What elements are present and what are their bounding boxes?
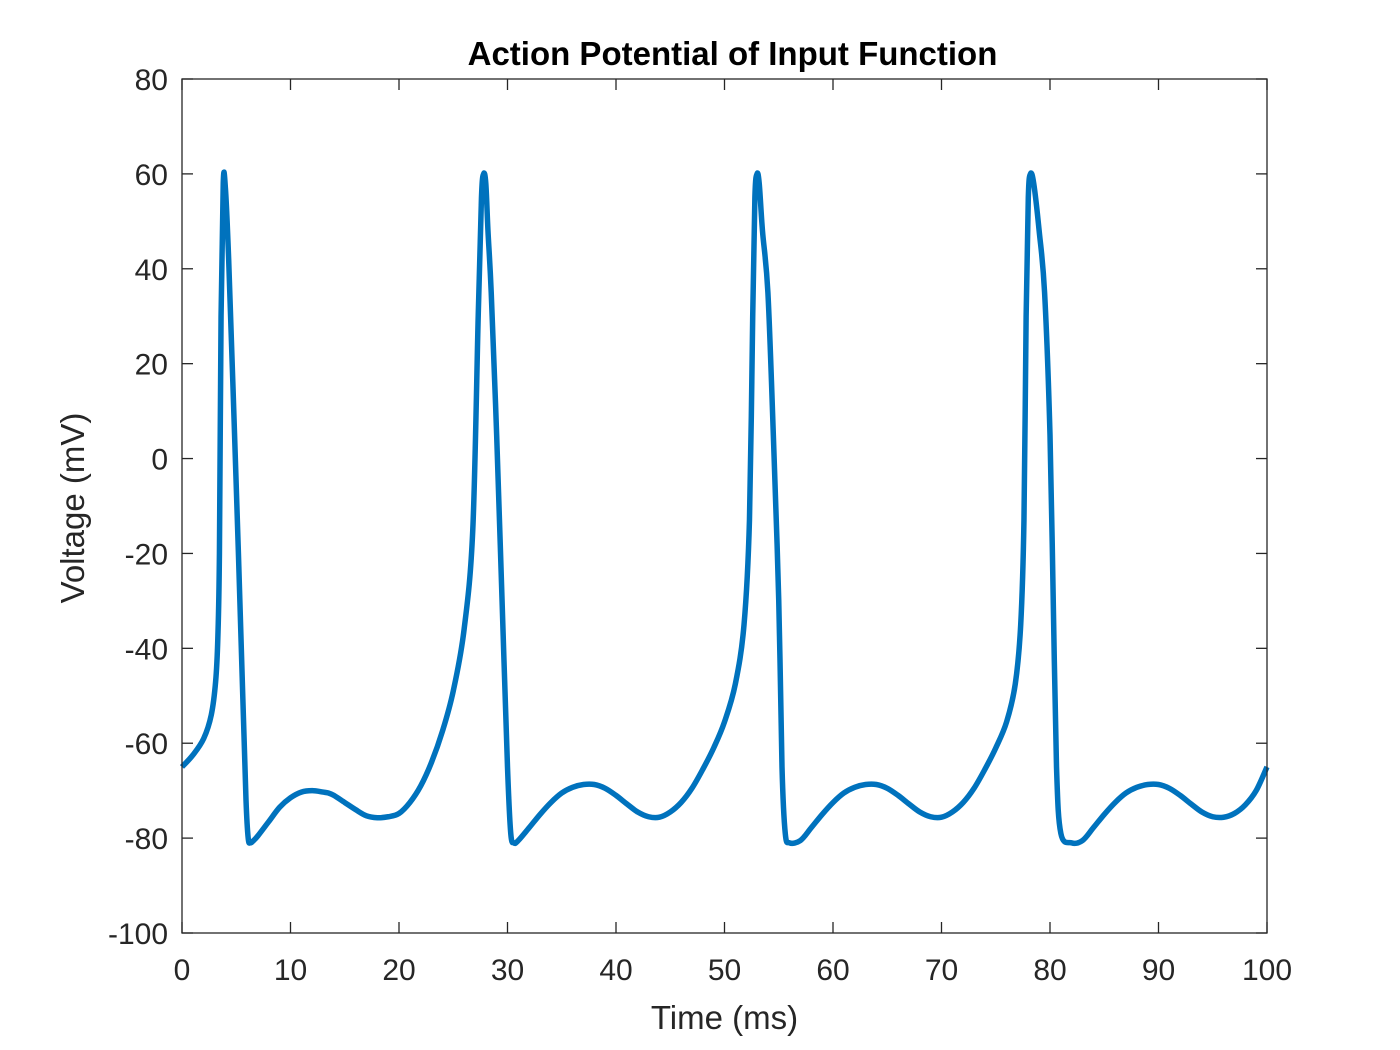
y-tick-label: 80: [135, 64, 168, 97]
y-tick-label: 0: [151, 444, 168, 477]
y-tick-label: -80: [125, 823, 168, 856]
y-tick-label: 20: [135, 349, 168, 382]
x-axis-label: Time (ms): [651, 999, 798, 1036]
y-tick-label: -60: [125, 728, 168, 761]
x-tick-label: 20: [382, 954, 415, 987]
series-line-0: [179, 169, 1270, 847]
plot-area: [182, 79, 1267, 933]
y-tick-label: 40: [135, 254, 168, 287]
x-tick-label: 10: [274, 954, 307, 987]
series-layer: [179, 169, 1270, 847]
axes-box: [181, 78, 1268, 934]
y-tick-label: -20: [125, 538, 168, 571]
x-tick-label: 90: [1142, 954, 1175, 987]
chart-title: Action Potential of Input Function: [468, 35, 998, 72]
tick-labels: 0 10 20 30 40 50 60 70 80 90 100 -100 -80 -60 -40 -20 0 2…: [108, 64, 1292, 987]
x-tick-label: 70: [925, 954, 958, 987]
x-tick-label: 50: [708, 954, 741, 987]
x-tick-label: 60: [816, 954, 849, 987]
x-tick-label: 0: [174, 954, 191, 987]
y-tick-label: -40: [125, 633, 168, 666]
x-tick-label: 100: [1242, 954, 1292, 987]
x-tick-label: 80: [1033, 954, 1066, 987]
y-axis-label: Voltage (mV): [54, 413, 91, 604]
y-tick-label: -100: [108, 918, 168, 951]
x-tick-label: 40: [599, 954, 632, 987]
x-tick-label: 30: [491, 954, 524, 987]
y-tick-label: 60: [135, 159, 168, 192]
